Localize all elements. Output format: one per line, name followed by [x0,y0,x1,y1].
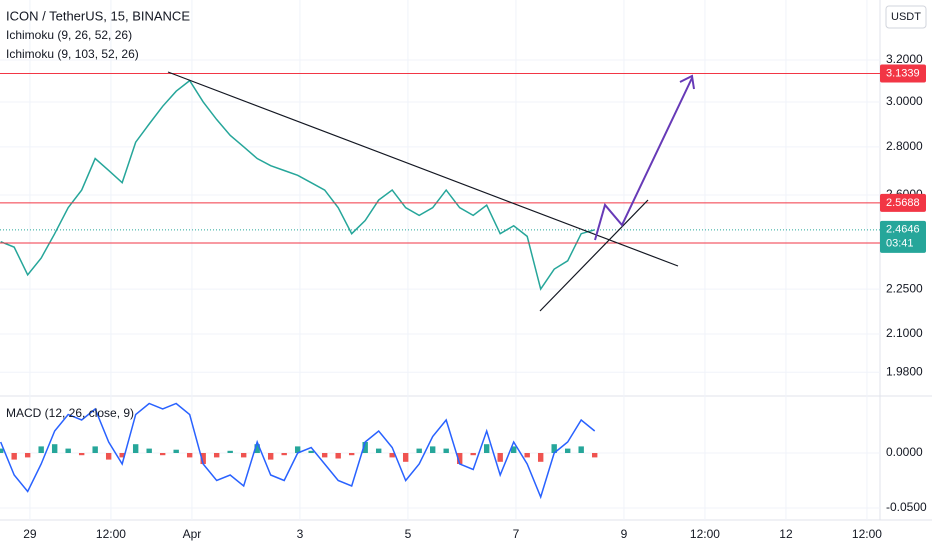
macd-histogram-bar [470,452,476,456]
y-tick-label: 3.2000 [886,52,923,66]
macd-histogram-bar [0,448,4,453]
trend-line [167,71,679,267]
countdown-label: 03:41 [886,238,914,250]
macd-line [0,402,596,500]
macd-histogram-bar [497,452,503,462]
macd-histogram-bar [362,441,368,453]
macd-histogram-bar [524,452,530,458]
y-tick-label: 3.0000 [886,94,923,108]
price-tag [880,193,926,212]
macd-histogram-bar [213,452,220,458]
price-tag-label: 2.5688 [886,197,920,209]
indicator-label: Ichimoku (9, 103, 52, 26) [6,47,139,61]
macd-histogram-bar [321,452,328,458]
price-tag [880,64,926,83]
macd-histogram-bar [348,452,355,456]
currency-button[interactable] [885,5,927,29]
macd-histogram-bar [281,452,287,456]
macd-histogram-bar [564,448,571,453]
macd-histogram-bar [240,452,247,458]
trend-line [539,199,649,312]
y-tick-label: -0.0500 [886,500,927,514]
x-tick-label: 12:00 [690,527,720,541]
macd-histogram-bar [456,452,463,465]
last-price-tag [880,220,926,253]
macd-histogram-bar [173,449,179,453]
macd-histogram-bar [200,452,206,465]
macd-histogram-bar [254,444,260,453]
x-tick-label: Apr [183,527,202,541]
indicator-label: Ichimoku (9, 26, 52, 26) [6,28,132,42]
y-tick-label: 2.1000 [886,326,923,340]
macd-histogram-bar [51,444,58,453]
macd-histogram-bar [146,448,152,453]
x-tick-label: 12:00 [852,527,882,541]
price-line [0,79,595,291]
macd-histogram-bar [375,448,382,453]
macd-histogram-bar [443,448,449,453]
macd-histogram-bar [335,452,341,459]
x-tick-label: 3 [297,527,304,541]
y-tick-label: 2.2500 [886,281,923,295]
macd-histogram-bar [551,444,557,453]
macd-title: MACD (12, 26, close, 9) [6,406,134,420]
x-tick-label: 29 [23,527,37,541]
y-tick-label: 1.9800 [886,364,923,378]
plot-area: 29 12:00 Apr 3 5 7 9 12:00 12 12:00 3.2000 3.0000 2.… [0,0,927,541]
macd-histogram-bar [308,450,314,453]
last-price-label: 2.4646 [886,224,920,236]
macd-histogram-bar [24,452,31,458]
y-tick-label: 2.8000 [886,139,923,153]
macd-histogram-bar [65,448,71,453]
macd-histogram-bar [11,452,17,460]
projection-arrow [594,77,693,241]
x-tick-label: 12:00 [96,527,126,541]
y-tick-label: 0.0000 [886,445,923,459]
macd-histogram-bar [78,452,85,456]
macd-histogram-bar [38,446,44,453]
macd-histogram-bar [105,452,112,460]
x-tick-label: 7 [513,527,520,541]
macd-histogram-bar [119,452,125,458]
macd-histogram-bar [429,446,436,453]
x-tick-label: 5 [405,527,412,541]
macd-histogram-bar [537,452,544,462]
arrow-head [679,74,695,90]
macd-histogram-bar [402,452,409,462]
macd-histogram-bar [483,444,490,453]
macd-histogram-bar [416,448,422,453]
symbol-title: ICON / TetherUS, 15, BINANCE [6,8,190,23]
x-tick-label: 9 [621,527,628,541]
price-tag-label: 3.1339 [886,67,920,79]
macd-histogram-bar [267,452,274,460]
macd-histogram-bar [510,446,517,453]
macd-histogram-bar [159,452,166,456]
macd-histogram-bar [227,450,233,453]
macd-histogram-bar [132,444,139,453]
macd-histogram-bar [591,452,598,458]
macd-histogram-bar [578,446,584,453]
macd-histogram-bar [294,446,301,453]
macd-histogram-bar [186,452,193,458]
macd-histogram-bar [92,446,98,453]
x-tick-label: 12 [779,527,793,541]
macd-histogram-bar [389,452,395,458]
currency-label[interactable]: USDT [891,11,921,23]
